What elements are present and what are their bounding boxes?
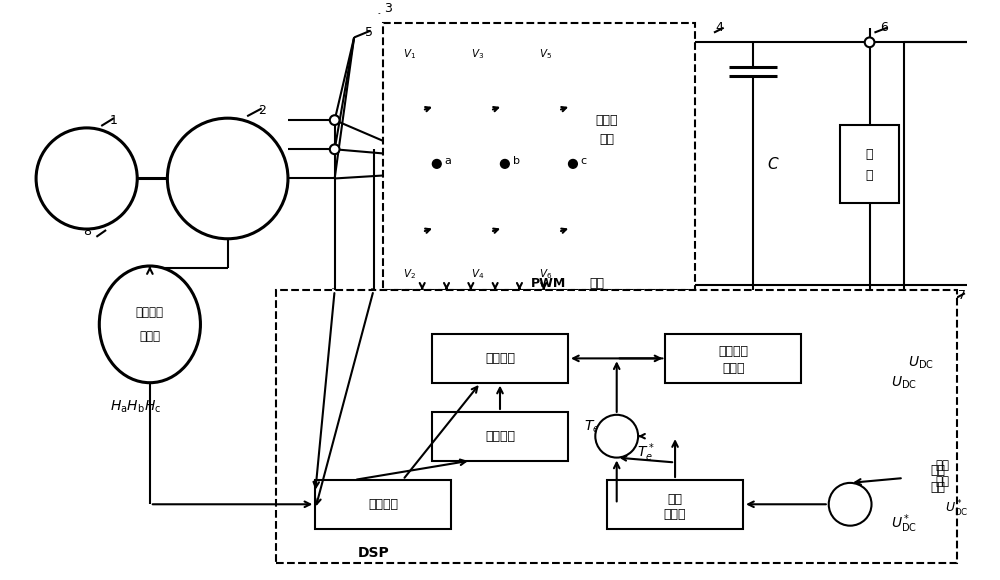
Text: 调节器: 调节器 xyxy=(664,508,686,520)
FancyBboxPatch shape xyxy=(432,334,568,383)
Text: 7: 7 xyxy=(958,289,966,302)
Text: 6: 6 xyxy=(880,21,888,34)
Text: 负: 负 xyxy=(866,148,873,161)
Text: +: + xyxy=(847,502,859,516)
Text: $C$: $C$ xyxy=(767,156,780,172)
Text: 转矩观测: 转矩观测 xyxy=(368,498,398,511)
Text: b: b xyxy=(513,156,520,166)
Ellipse shape xyxy=(99,266,200,383)
Text: 三相变: 三相变 xyxy=(596,114,618,126)
FancyBboxPatch shape xyxy=(665,334,801,383)
Text: 扇区判别: 扇区判别 xyxy=(485,430,515,443)
Circle shape xyxy=(569,160,577,168)
Text: 给定: 给定 xyxy=(930,464,945,477)
Circle shape xyxy=(865,38,874,47)
Text: +: + xyxy=(608,422,620,436)
Text: 2: 2 xyxy=(258,104,266,117)
Text: $\mathbf{\mathit{H}}_{\rm a}\mathbf{\mathit{H}}_{\rm b}\mathbf{\mathit{H}}_{\rm : $\mathbf{\mathit{H}}_{\rm a}\mathbf{\mat… xyxy=(110,399,161,415)
Text: 信号: 信号 xyxy=(590,277,605,290)
Text: 换器: 换器 xyxy=(599,133,614,146)
Text: 转矩滞环: 转矩滞环 xyxy=(718,345,748,358)
Circle shape xyxy=(330,115,340,125)
Text: 5: 5 xyxy=(365,26,373,39)
Text: DSP: DSP xyxy=(358,546,389,560)
Text: c: c xyxy=(581,156,587,166)
Circle shape xyxy=(432,160,441,168)
Polygon shape xyxy=(446,216,463,233)
FancyBboxPatch shape xyxy=(840,125,899,203)
Text: $\mathit{i}_{\mathrm{b}}$: $\mathit{i}_{\mathrm{b}}$ xyxy=(368,287,379,304)
Text: 4: 4 xyxy=(715,21,723,34)
Text: $V_1$: $V_1$ xyxy=(403,47,416,61)
Circle shape xyxy=(330,144,340,154)
Polygon shape xyxy=(582,216,599,233)
FancyBboxPatch shape xyxy=(432,412,568,461)
Text: 给定: 给定 xyxy=(936,459,950,472)
Text: $V_5$: $V_5$ xyxy=(539,47,552,61)
Polygon shape xyxy=(582,95,599,111)
Text: $U_{\rm DC}$: $U_{\rm DC}$ xyxy=(891,375,917,391)
Text: $V_3$: $V_3$ xyxy=(471,47,484,61)
Text: 3: 3 xyxy=(384,2,392,15)
Text: a: a xyxy=(445,156,451,166)
Text: +: + xyxy=(841,491,853,505)
Text: 电压: 电压 xyxy=(668,493,683,506)
FancyBboxPatch shape xyxy=(607,480,743,528)
Text: 电机: 电机 xyxy=(220,184,235,198)
Text: 发动机: 发动机 xyxy=(75,172,98,185)
Text: 电压: 电压 xyxy=(936,476,950,488)
Polygon shape xyxy=(514,216,531,233)
Text: 8: 8 xyxy=(83,226,91,238)
FancyBboxPatch shape xyxy=(315,480,451,528)
Text: $U_{\rm DC}^*$: $U_{\rm DC}^*$ xyxy=(891,513,917,535)
Text: 无刷直流: 无刷直流 xyxy=(213,160,243,172)
Text: 比较器: 比较器 xyxy=(722,361,745,375)
Text: 矢量选择: 矢量选择 xyxy=(485,352,515,365)
Text: 电压: 电压 xyxy=(930,481,945,494)
Text: 霍尔位置: 霍尔位置 xyxy=(136,306,164,319)
Text: 1: 1 xyxy=(110,114,118,126)
Text: $U_{\rm DC}$: $U_{\rm DC}$ xyxy=(908,355,934,371)
Text: 传感器: 传感器 xyxy=(139,331,160,343)
Text: +: + xyxy=(614,434,625,448)
FancyBboxPatch shape xyxy=(383,23,695,291)
Text: $V_4$: $V_4$ xyxy=(471,267,484,281)
Text: $\mathit{i}_{\mathrm{a}}$: $\mathit{i}_{\mathrm{a}}$ xyxy=(329,287,340,304)
FancyBboxPatch shape xyxy=(276,291,957,563)
Text: PWM: PWM xyxy=(531,277,566,290)
Text: $T_e$: $T_e$ xyxy=(584,418,600,434)
Text: 载: 载 xyxy=(866,169,873,182)
Circle shape xyxy=(500,160,509,168)
Text: $T_e^*$: $T_e^*$ xyxy=(637,441,655,464)
Polygon shape xyxy=(446,95,463,111)
Polygon shape xyxy=(514,95,531,111)
Text: $U_{\rm DC}^*$: $U_{\rm DC}^*$ xyxy=(945,499,969,519)
Text: $V_2$: $V_2$ xyxy=(403,267,416,281)
Circle shape xyxy=(36,128,137,229)
Circle shape xyxy=(595,415,638,458)
Circle shape xyxy=(829,483,872,525)
Circle shape xyxy=(167,118,288,239)
Text: $V_6$: $V_6$ xyxy=(539,267,552,281)
